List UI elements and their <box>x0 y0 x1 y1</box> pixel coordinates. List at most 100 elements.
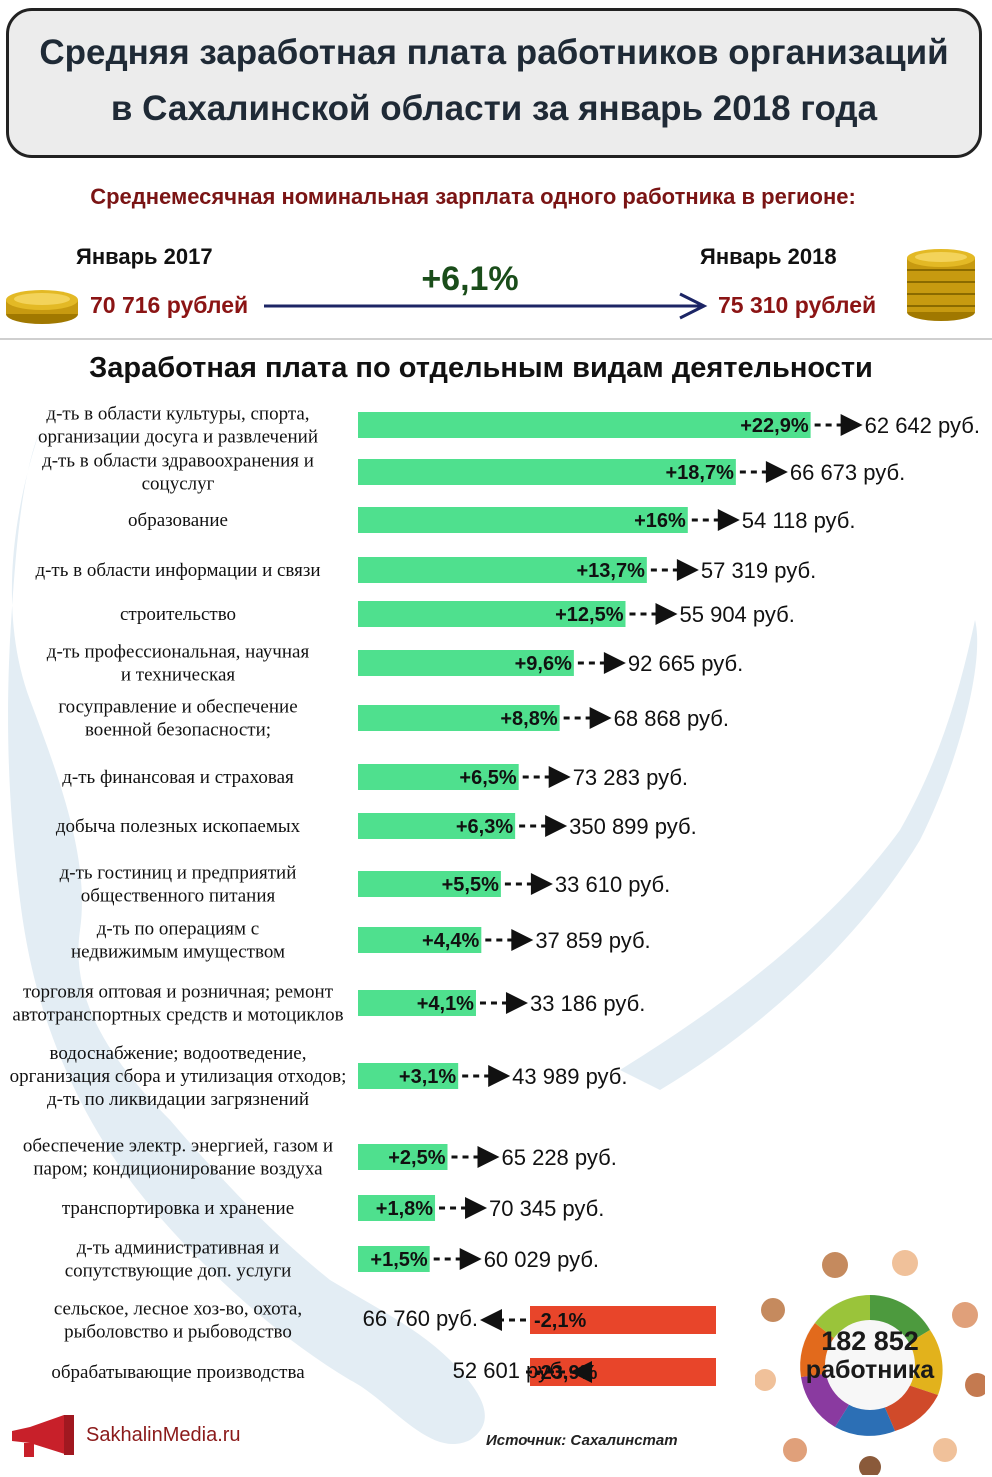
category-label: добыча полезных ископаемых <box>56 816 301 837</box>
change-label: +6,3% <box>456 816 513 838</box>
salary-2018-value: 75 310 рублей <box>718 292 877 318</box>
category-label: д-ть административная и <box>77 1238 279 1259</box>
bar-positive <box>358 459 736 485</box>
category-label: общественного питания <box>81 886 276 907</box>
arrow-right-icon <box>765 461 788 483</box>
arrow-right-icon <box>488 1065 511 1087</box>
bar-positive <box>358 813 516 839</box>
year-2017-label: Январь 2017 <box>76 244 213 269</box>
category-label: организации досуга и развлечений <box>38 427 318 448</box>
salary-value-label: 66 760 руб. <box>363 1306 478 1331</box>
change-label: +8,8% <box>500 708 557 730</box>
bar-positive <box>358 1144 448 1170</box>
category-label: д-ть в области культуры, спорта, <box>46 404 309 425</box>
arrow-right-icon <box>655 603 678 625</box>
site-logo-text[interactable]: SakhalinMedia.ru <box>86 1424 241 1446</box>
bar-positive <box>358 1195 436 1221</box>
arrow-right-icon <box>589 707 612 729</box>
change-label: -2,1% <box>534 1310 586 1332</box>
salary-value-label: 60 029 руб. <box>484 1247 599 1272</box>
salary-value-label: 54 118 руб. <box>742 508 856 533</box>
category-label: обеспечение электр. энергией, газом и <box>23 1136 333 1157</box>
category-label: д-ть профессиональная, научная <box>47 642 310 663</box>
title-box: Средняя заработная плата работников орга… <box>6 8 982 158</box>
year-2018-label: Январь 2018 <box>700 244 837 269</box>
salary-value-label: 43 989 руб. <box>512 1064 627 1089</box>
change-label: +16% <box>634 510 686 532</box>
salary-value-label: 66 673 руб. <box>790 460 905 485</box>
section-title: Заработная плата по отдельным видам деят… <box>89 352 873 384</box>
category-label: госуправление и обеспечение <box>58 697 297 718</box>
bar-positive <box>358 650 574 676</box>
bar-positive <box>358 990 476 1016</box>
category-label: военной безопасности; <box>85 720 271 741</box>
salary-value-label: 62 642 руб. <box>865 413 980 438</box>
bar-negative <box>530 1306 716 1334</box>
salary-value-label: 68 868 руб. <box>614 706 729 731</box>
category-label: д-ть по операциям с <box>97 919 259 940</box>
arrow-right-icon <box>477 1146 500 1168</box>
bar-positive <box>358 601 626 627</box>
arrow-right-icon <box>717 509 740 531</box>
category-label: транспортировка и хранение <box>62 1198 294 1219</box>
change-label: +1,5% <box>370 1249 427 1271</box>
category-label: водоснабжение; водоотведение, <box>50 1043 307 1064</box>
category-label: сельское, лесное хоз-во, охота, <box>54 1299 302 1320</box>
bar-positive <box>358 871 501 897</box>
salary-2017-value: 70 716 рублей <box>90 292 249 318</box>
page-title-line1: Средняя заработная плата работников орга… <box>39 33 949 72</box>
category-label: образование <box>128 510 228 531</box>
section-divider <box>0 338 992 340</box>
arrow-right-icon <box>603 652 626 674</box>
category-label: обрабатывающие производства <box>51 1362 305 1383</box>
arrow-right-icon <box>530 873 553 895</box>
change-label: +4,4% <box>422 930 479 952</box>
megaphone-logo-icon <box>12 1415 74 1457</box>
salary-value-label: 73 283 руб. <box>573 765 688 790</box>
salary-value-label: 37 859 руб. <box>535 928 650 953</box>
category-label: сопутствующие доп. услуги <box>65 1261 292 1282</box>
workers-count: 182 852 <box>821 1326 919 1356</box>
arrow-left-icon <box>480 1309 502 1331</box>
growth-arrow-icon <box>264 292 708 320</box>
arrow-right-icon <box>459 1248 482 1270</box>
arrow-right-icon <box>505 992 528 1014</box>
category-label: рыболовство и рыбоводство <box>64 1322 292 1343</box>
category-label: д-ть в области здравоохранения и <box>42 451 314 472</box>
page-title-line2: в Сахалинской области за январь 2018 год… <box>110 89 878 128</box>
summary-subtitle: Среднемесячная номинальная зарплата одно… <box>90 184 856 209</box>
category-label: и техническая <box>121 665 236 686</box>
bar-positive <box>358 412 811 438</box>
category-label: д-ть гостиниц и предприятий <box>60 863 297 884</box>
change-label: +3,1% <box>399 1066 456 1088</box>
bar-positive <box>358 1246 430 1272</box>
coins-stack-small-icon <box>6 290 78 324</box>
coins-stack-tall-icon <box>907 249 975 321</box>
category-label: недвижимым имуществом <box>71 942 285 963</box>
bar-positive <box>358 507 688 533</box>
arrow-right-icon <box>676 559 699 581</box>
change-label: +2,5% <box>388 1147 445 1169</box>
category-label: д-ть в области информации и связи <box>35 560 320 581</box>
salary-value-label: 33 610 руб. <box>555 872 670 897</box>
bar-positive <box>358 557 647 583</box>
arrow-right-icon <box>548 766 571 788</box>
change-label: +9,6% <box>515 653 572 675</box>
change-label: +5,5% <box>442 874 499 896</box>
salary-value-label: 350 899 руб. <box>569 814 697 839</box>
change-label: +22,9% <box>740 415 809 437</box>
salary-value-label: 33 186 руб. <box>530 991 645 1016</box>
growth-percent: +6,1% <box>421 260 519 298</box>
bar-positive <box>358 764 519 790</box>
category-label: автотранспортных средств и мотоциклов <box>12 1005 343 1026</box>
salary-value-label: 55 904 руб. <box>680 602 795 627</box>
arrow-right-icon <box>545 815 568 837</box>
arrow-left-icon <box>570 1361 592 1383</box>
category-label: организация сбора и утилизация отходов; <box>10 1066 347 1087</box>
change-label: +18,7% <box>665 462 734 484</box>
category-label: паром; кондиционирование воздуха <box>33 1159 323 1180</box>
bar-positive <box>358 927 482 953</box>
category-label: д-ть финансовая и страховая <box>62 767 294 788</box>
